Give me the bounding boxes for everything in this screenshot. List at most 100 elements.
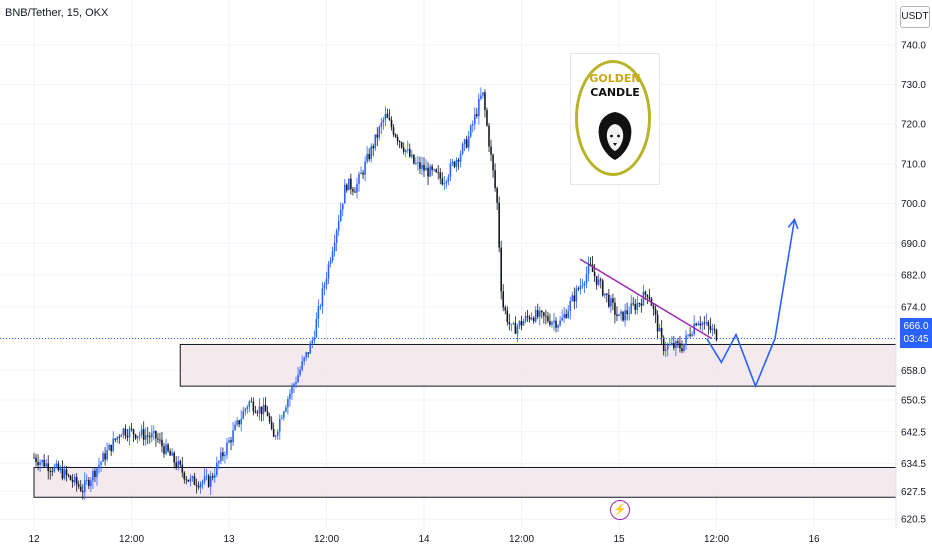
candle-body xyxy=(640,303,643,306)
price-tick-label: 658.0 xyxy=(901,366,926,377)
candle-body xyxy=(398,141,401,143)
candle-body xyxy=(329,260,332,264)
price-tick-label: 710.0 xyxy=(901,159,926,170)
candle-body xyxy=(177,461,180,468)
candle-body xyxy=(364,161,366,175)
candle-body xyxy=(541,310,543,313)
candle-body xyxy=(122,428,125,436)
candle-body xyxy=(86,479,88,481)
candle-body xyxy=(463,139,466,144)
candle-body xyxy=(492,154,494,171)
candle-body xyxy=(299,369,301,375)
projection-path[interactable] xyxy=(706,219,796,389)
candle-body xyxy=(151,433,153,438)
candle-body xyxy=(140,429,143,435)
candle-body xyxy=(185,479,188,481)
candle-body xyxy=(396,136,399,142)
candle-body xyxy=(325,278,328,286)
candle-body xyxy=(498,202,500,248)
descending-trendline[interactable] xyxy=(579,258,713,340)
candle-body xyxy=(585,273,588,284)
chart-title: BNB/Tether, 15, OKX xyxy=(5,7,109,19)
candle-body xyxy=(96,468,98,477)
candle-body xyxy=(715,329,718,340)
candle-body xyxy=(589,263,592,265)
candle-body xyxy=(406,149,409,150)
candle-body xyxy=(79,486,82,492)
candle-body xyxy=(301,361,303,370)
time-tick-label: 12:00 xyxy=(704,534,729,545)
candle-body xyxy=(104,453,106,460)
candle-body xyxy=(419,162,421,169)
candle-body xyxy=(228,440,230,443)
candle-body xyxy=(577,288,580,290)
candle-body xyxy=(232,430,234,443)
candle-body xyxy=(565,314,567,318)
candle-body xyxy=(264,404,267,412)
time-tick-label: 13 xyxy=(223,534,235,545)
candle-body xyxy=(47,463,50,472)
candle-body xyxy=(41,459,43,463)
candle-body xyxy=(213,474,216,478)
support-zone[interactable] xyxy=(33,466,897,498)
candle-body xyxy=(238,420,240,425)
candle-body xyxy=(551,322,553,325)
candle-body xyxy=(606,293,608,295)
candle-body xyxy=(559,320,561,326)
candle-body xyxy=(376,134,379,138)
candle-body xyxy=(55,463,58,467)
price-axis[interactable]: 620.5 627.5 634.5 642.5 650.5 658.0 666.0 674.0… xyxy=(901,40,926,525)
candle-body xyxy=(530,317,533,320)
candle-body xyxy=(337,221,340,231)
candle-body xyxy=(622,311,624,321)
candle-body xyxy=(528,317,531,320)
candle-body xyxy=(309,343,312,354)
candle-body xyxy=(660,328,663,338)
candle-body xyxy=(362,172,364,175)
currency-button[interactable]: USDT xyxy=(900,6,930,28)
candle-body xyxy=(677,341,679,344)
candle-body xyxy=(638,303,641,304)
candle-body xyxy=(571,295,574,302)
candle-body xyxy=(392,127,395,135)
candle-body xyxy=(620,311,622,315)
candle-body xyxy=(421,164,423,169)
support-zones xyxy=(33,343,897,498)
candle-body xyxy=(538,310,541,317)
lightning-icon[interactable]: ⚡ xyxy=(610,500,630,520)
candle-body xyxy=(126,435,129,438)
candle-body xyxy=(148,436,151,438)
candle-body xyxy=(449,163,452,177)
candle-body xyxy=(593,271,596,277)
candle-body xyxy=(65,469,68,475)
support-zone[interactable] xyxy=(179,343,897,387)
candle-body xyxy=(167,444,169,452)
candle-body xyxy=(285,407,287,412)
candle-body xyxy=(490,146,492,155)
candle-body xyxy=(642,291,645,306)
candle-body xyxy=(37,461,39,466)
candle-body xyxy=(467,136,470,148)
candle-body xyxy=(573,295,576,302)
candle-body xyxy=(423,164,425,171)
candle-body xyxy=(297,374,299,383)
candle-body xyxy=(654,308,657,315)
candle-body xyxy=(689,334,691,336)
candle-body xyxy=(197,486,200,488)
candle-body xyxy=(711,328,714,330)
candle-body xyxy=(98,465,100,469)
candle-body xyxy=(417,162,419,164)
candle-body xyxy=(218,461,220,463)
candle-body xyxy=(508,322,511,325)
candle-body xyxy=(59,468,62,471)
candle-body xyxy=(675,341,677,348)
golden-candle-logo: GOLDEN CANDLE xyxy=(570,53,660,185)
candle-body xyxy=(685,335,687,344)
time-axis[interactable]: 12 12:00 13 12:00 14 12:00 15 12:00 16 xyxy=(28,534,820,545)
logo-line2: CANDLE xyxy=(590,86,640,99)
chart-grid xyxy=(0,0,896,528)
candle-body xyxy=(211,476,214,478)
candle-body xyxy=(400,142,403,148)
candle-body xyxy=(256,412,259,414)
